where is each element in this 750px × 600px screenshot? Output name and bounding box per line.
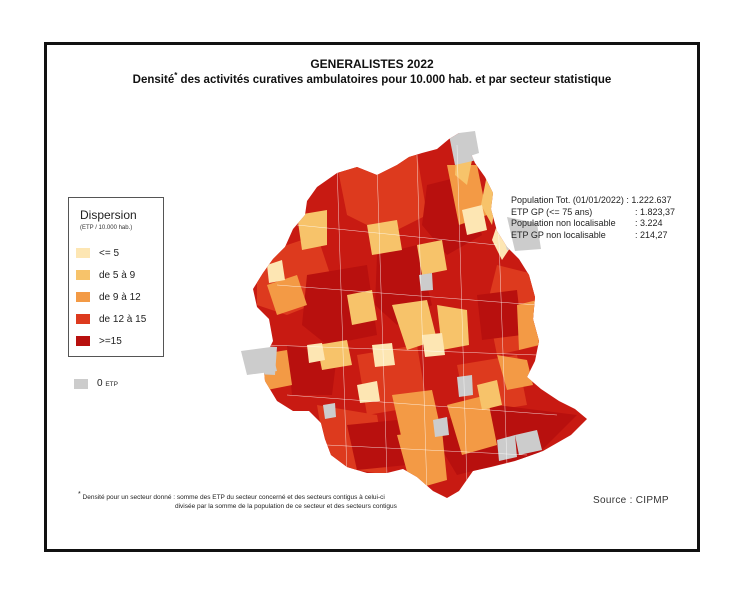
legend-zero-label: 0 ETP xyxy=(97,378,118,389)
legend-swatch xyxy=(76,248,90,258)
grey-outliers xyxy=(241,131,541,375)
legend-swatch xyxy=(76,314,90,324)
legend-label: de 9 à 12 xyxy=(99,291,141,303)
legend-item: >=15 xyxy=(76,334,122,348)
map-frame: GENERALISTES 2022 Densité* des activités… xyxy=(44,42,700,552)
legend-zero-item: 0 ETP xyxy=(74,378,118,389)
legend-unit: (ETP / 10.000 hab.) xyxy=(80,225,133,231)
legend-zero-swatch xyxy=(74,378,88,389)
sector-polygons xyxy=(253,133,587,498)
stats-block: Population Tot. (01/01/2022) : 1.222.637… xyxy=(511,195,676,241)
stat-population-total: Population Tot. (01/01/2022) : 1.222.637 xyxy=(511,195,672,205)
subtitle-asterisk: * xyxy=(174,71,178,80)
footnote-line-1: * Densité pour un secteur donné : somme … xyxy=(78,491,385,502)
map-title: GENERALISTES 2022 xyxy=(310,57,434,71)
stat-population-non-localisable: Population non localisable : 3.224 xyxy=(511,218,663,228)
legend-title: Dispersion xyxy=(80,208,137,222)
legend-swatch xyxy=(76,270,90,280)
stat-etp-non-localisable: ETP GP non localisable : 214,27 xyxy=(511,229,668,240)
subtitle-main: Densité xyxy=(132,73,175,86)
legend-label: <= 5 xyxy=(99,247,120,259)
legend-label: de 5 à 9 xyxy=(99,269,136,281)
sector-borders xyxy=(266,144,558,496)
source-credit: Source : CIPMP xyxy=(593,495,669,506)
footnote-line-2: divisée par la somme de la population de… xyxy=(175,503,397,510)
legend-panel: Dispersion (ETP / 10.000 hab.) <= 5 de 5… xyxy=(68,197,164,357)
choropleth-map xyxy=(241,131,587,498)
legend-item: de 5 à 9 xyxy=(76,268,135,282)
legend-label: de 12 à 15 xyxy=(99,313,147,325)
map-subtitle: Densité* des activités curatives ambulat… xyxy=(47,71,697,86)
legend-swatch xyxy=(76,336,90,346)
legend-swatch xyxy=(76,292,90,302)
legend-item: de 9 à 12 xyxy=(76,290,141,304)
subtitle-rest: des activités curatives ambulatoires pou… xyxy=(177,73,612,86)
legend-item: de 12 à 15 xyxy=(76,312,146,326)
stat-etp-gp: ETP GP (<= 75 ans) : 1.823,37 xyxy=(511,206,676,217)
legend-label: >=15 xyxy=(99,335,122,347)
legend-item: <= 5 xyxy=(76,246,119,260)
